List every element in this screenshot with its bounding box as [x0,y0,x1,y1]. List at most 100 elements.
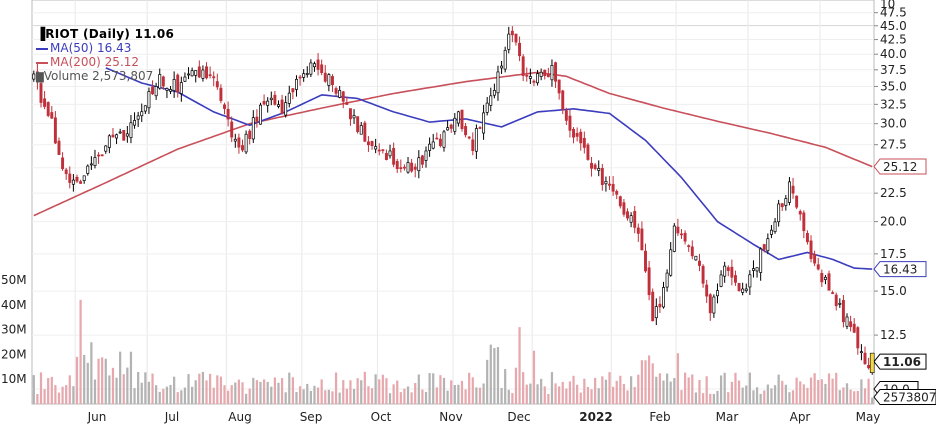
volume-bar [252,377,255,404]
candle-body [248,130,252,139]
candle-body [719,274,723,287]
price-tick-label: 32.5 [880,97,907,111]
candle-body [71,179,75,185]
volume-bar [39,372,43,404]
volume-bar [36,393,39,404]
candle-body [615,191,619,195]
price-tick-label: 12.5 [880,328,907,342]
price-tick-label: 17.5 [880,247,907,261]
candle-body [510,30,514,36]
volume-bar [86,362,89,404]
volume-bar [669,381,672,404]
volume-bar [158,391,161,404]
volume-bar [291,377,294,404]
candle-body [151,86,155,95]
candle-body [557,79,561,94]
volume-bar [191,386,194,404]
candle-body [341,91,345,102]
candle-body [323,72,327,82]
volume-bar [90,342,93,404]
volume-bar [378,379,381,404]
candle-body [428,143,432,151]
candle-body [46,102,50,116]
legend-title: ▐RIOT (Daily) 11.06 [36,27,174,41]
candle-body [859,351,863,354]
candle-body [831,292,835,294]
ma200-layer [33,71,873,217]
candlesticks [32,26,874,375]
volume-bar [313,385,316,404]
volume-bar [356,378,359,404]
volume-bar [565,388,568,404]
candle-body [442,131,446,148]
volume-bar [633,386,636,404]
volume-tick-label: 10M [1,372,27,386]
volume-bar [745,385,748,404]
candle-body [867,364,871,369]
x-axis-label: Nov [439,410,462,424]
volume-bar [867,378,870,404]
candle-body [662,287,665,308]
volume-bar [65,385,68,404]
candle-body [255,116,259,122]
volume-bar [691,374,694,404]
candle-body [708,294,712,314]
volume-bar [755,387,759,404]
volume-bar [75,356,79,404]
volume-bar [442,377,446,404]
candle-body [629,215,633,223]
candle-body [374,146,378,150]
candle-body [183,76,187,82]
x-axis-label: Aug [228,410,251,424]
candle-body [712,296,716,314]
volume-tick-label: 50M [1,273,27,287]
volume-bar [255,380,259,404]
volume-bar [777,374,780,404]
candle-body [575,132,579,137]
ma50-layer [105,67,873,270]
volume-bar [410,392,413,404]
volume-bar [705,376,708,404]
volume-bar [83,354,86,404]
volume-bar [802,384,805,404]
volume-bar [486,359,489,404]
candle-body [622,202,626,215]
candle-body [129,122,133,138]
volume-bar [655,376,658,404]
price-tag: 25.12 [873,158,927,175]
volume-bar [460,380,464,404]
volume-bar [424,391,428,404]
candle-body [683,232,687,242]
volume-bar [72,386,75,404]
candle-body [863,352,867,365]
price-tick-label: 37.5 [880,63,907,77]
volume-bar [612,386,615,404]
candle-body [302,73,306,78]
x-axis-label: Jul [164,410,179,424]
candle-body [338,90,342,98]
volume-bar [288,372,291,404]
volume-bar [173,376,176,404]
x-axis-label: 2022 [579,410,612,424]
candle-body [32,73,36,80]
volume-bar [284,392,287,404]
volume-bar [432,373,435,404]
candle-body [525,74,529,77]
candle-body [593,164,597,170]
volume-icon: ▇ [36,72,44,83]
volume-bar [101,357,104,404]
volume-bar [554,383,557,404]
volume-bar [543,386,546,404]
candle-body [561,90,565,110]
price-tag-label: 2573807 [883,391,936,405]
volume-bar [338,392,341,404]
volume-bar [111,367,115,404]
volume-bar [658,373,662,404]
candle-body [543,69,547,77]
volume-bar [730,381,733,404]
candle-body [737,282,741,292]
x-axis-label: Mar [716,410,739,424]
volume-bar [374,374,377,404]
volume-bar [781,380,784,404]
volume-bar [637,374,640,404]
